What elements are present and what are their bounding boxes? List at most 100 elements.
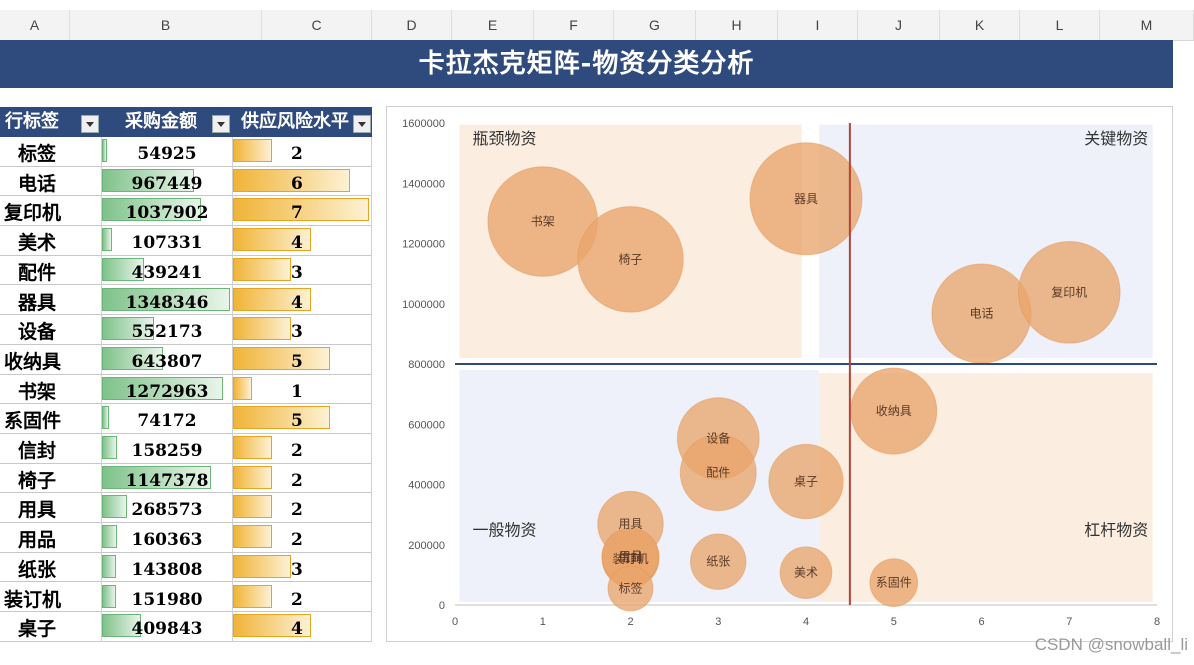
risk-cell[interactable]: 3 [291,262,303,283]
table-row[interactable]: 电话 967449 6 [0,167,372,197]
risk-cell[interactable]: 3 [291,322,303,343]
bubble-label: 信封 [618,550,642,564]
bubble-point [607,565,654,612]
column-header-b[interactable]: B [70,10,262,40]
amount-cell[interactable]: 143808 [131,559,203,580]
row-label-cell[interactable]: 收纳具 [4,350,62,373]
row-label-cell[interactable]: 用具 [17,499,56,522]
x-tick-label: 8 [1154,616,1160,628]
amount-cell[interactable]: 409843 [131,619,203,640]
amount-data-bar [102,139,108,162]
row-labels-filter-button[interactable] [81,115,99,133]
amount-cell[interactable]: 158259 [131,441,203,461]
risk-data-bar [233,346,331,370]
column-header-d[interactable]: D [372,10,452,40]
amount-cell[interactable]: 151980 [131,589,203,610]
amount-cell[interactable]: 1147378 [125,470,209,491]
risk-cell[interactable]: 4 [291,233,303,254]
y-tick-label: 400000 [408,480,445,492]
column-header-i[interactable]: I [778,10,858,40]
row-label-cell[interactable]: 桌子 [17,618,56,641]
bubble-label: 系固件 [876,576,912,590]
table-row[interactable]: 标签 54925 2 [0,137,372,167]
row-label-cell[interactable]: 复印机 [4,202,62,225]
table-row[interactable]: 复印机 1037902 7 [0,196,372,227]
table-row[interactable]: 用具 268573 2 [0,493,372,524]
amount-cell[interactable]: 54925 [137,144,197,164]
risk-cell[interactable]: 4 [291,619,303,640]
row-label-cell[interactable]: 椅子 [17,469,56,492]
column-header-e[interactable]: E [452,10,534,40]
amount-cell[interactable]: 967449 [131,173,203,194]
bubble-chart[interactable]: 0 200000 400000 600000 800000 1000000 1200000 1… [386,106,1173,642]
row-label-cell[interactable]: 器具 [17,291,56,314]
x-tick-label: 5 [891,616,897,628]
row-label-cell[interactable]: 标签 [17,143,56,165]
column-header-m[interactable]: M [1100,10,1194,40]
bubble-label: 电话 [969,307,993,321]
risk-cell[interactable]: 2 [291,470,303,491]
column-header-g[interactable]: G [614,10,696,40]
row-label-cell[interactable]: 电话 [17,172,56,195]
table-row[interactable]: 纸张 143808 3 [0,553,372,583]
risk-cell[interactable]: 2 [291,589,303,610]
risk-cell[interactable]: 4 [291,292,303,313]
amount-filter-button[interactable] [212,115,230,133]
bubble-label: 美术 [794,566,818,580]
table-row[interactable]: 用品 160363 2 [0,523,372,553]
risk-cell[interactable]: 5 [291,411,303,432]
row-label-cell[interactable]: 系固件 [4,410,62,433]
risk-filter-button[interactable] [353,115,371,133]
watermark: CSDN @snowball_li [1034,635,1188,654]
amount-cell[interactable]: 1037902 [125,203,209,224]
risk-cell[interactable]: 7 [291,203,303,224]
amount-cell[interactable]: 160363 [131,530,203,551]
amount-cell[interactable]: 74172 [137,411,197,432]
table-row[interactable]: 桌子 409843 4 [0,612,372,642]
risk-cell[interactable]: 2 [291,500,303,521]
risk-cell[interactable]: 6 [291,173,303,194]
table-row[interactable]: 收纳具 643807 5 [0,345,372,375]
amount-data-bar [102,317,155,341]
column-header-l[interactable]: L [1020,10,1100,40]
risk-cell[interactable]: 2 [291,144,303,164]
amount-cell[interactable]: 107331 [131,233,203,254]
amount-cell[interactable]: 552173 [131,322,203,343]
table-row[interactable]: 系固件 74172 5 [0,404,372,434]
table-row[interactable]: 器具 1348346 4 [0,286,372,316]
row-label-cell[interactable]: 信封 [17,440,56,462]
row-label-cell[interactable]: 配件 [17,261,56,284]
column-header-h[interactable]: H [696,10,778,40]
amount-cell[interactable]: 1272963 [125,381,209,402]
table-row[interactable]: 美术 107331 4 [0,226,372,256]
table-row[interactable]: 装订机 151980 2 [0,583,372,613]
row-label-cell[interactable]: 装订机 [4,588,62,611]
bubble-label: 器具 [794,192,818,206]
amount-cell[interactable]: 1348346 [125,292,209,313]
risk-cell[interactable]: 2 [291,441,303,461]
row-label-cell[interactable]: 书架 [17,380,56,403]
row-label-cell[interactable]: 用品 [17,529,56,552]
risk-cell[interactable]: 3 [291,559,303,580]
amount-cell[interactable]: 439241 [131,262,203,283]
table-row[interactable]: 信封 158259 2 [0,434,372,464]
amount-cell[interactable]: 643807 [131,351,203,372]
table-row[interactable]: 书架 1272963 1 [0,375,372,405]
table-row[interactable]: 设备 552173 3 [0,315,372,345]
table-row[interactable]: 椅子 1147378 2 [0,464,372,494]
column-header-a[interactable]: A [0,10,70,40]
column-header-c[interactable]: C [262,10,372,40]
amount-cell[interactable]: 268573 [131,500,203,521]
amount-data-bar [102,228,113,252]
row-label-cell[interactable]: 美术 [17,232,56,255]
row-label-cell[interactable]: 设备 [17,321,56,344]
table-row[interactable]: 配件 439241 3 [0,256,372,286]
column-header-j[interactable]: J [858,10,940,40]
column-header-f[interactable]: F [534,10,614,40]
risk-cell[interactable]: 2 [291,530,303,551]
y-tick-label: 600000 [408,419,445,431]
row-label-cell[interactable]: 纸张 [17,558,56,581]
column-header-k[interactable]: K [940,10,1020,40]
risk-cell[interactable]: 1 [291,381,303,402]
risk-cell[interactable]: 5 [291,351,303,372]
